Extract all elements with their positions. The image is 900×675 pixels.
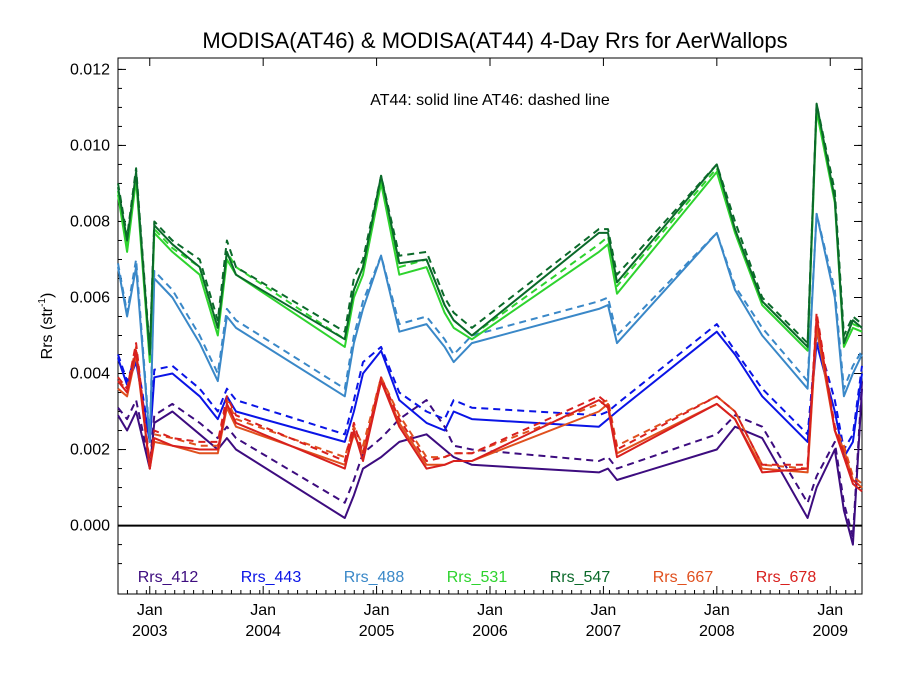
y-tick-label: 0.004: [70, 366, 110, 383]
chart-title: MODISA(AT46) & MODISA(AT44) 4-Day Rrs fo…: [202, 28, 787, 53]
y-tick-label: 0.002: [70, 442, 110, 459]
legend-entry: Rrs_443: [241, 569, 302, 586]
x-tick-label-year: 2007: [586, 623, 622, 640]
x-tick-label-year: 2005: [359, 623, 395, 640]
x-tick-label-year: 2003: [132, 623, 168, 640]
series-line-dashed-rrs_547: [117, 102, 863, 352]
plot-marks: 0.000 0.002 0.004 0.006 0.008 0.010 0.012 Jan 20…: [70, 58, 863, 640]
y-tick-label: 0.008: [70, 213, 110, 230]
legend-entry: Rrs_547: [550, 569, 611, 586]
x-tick-label-year: 2008: [699, 623, 735, 640]
x-tick-label-month: Jan: [817, 602, 843, 619]
series-line-solid-rrs_678: [117, 315, 863, 493]
x-tick-label-month: Jan: [137, 602, 163, 619]
x-tick-label-year: 2009: [812, 623, 848, 640]
x-tick-label-month: Jan: [250, 602, 276, 619]
x-tick-label-year: 2006: [472, 623, 508, 640]
y-tick-label: 0.012: [70, 61, 110, 78]
y-axis-label-close: ): [39, 293, 56, 298]
series-line-solid-rrs_531: [117, 110, 863, 364]
y-axis-label: Rrs (str-1): [37, 293, 56, 360]
legend-entry: Rrs_531: [447, 569, 508, 586]
x-tick-label-month: Jan: [591, 602, 617, 619]
series-line-dashed-rrs_443: [117, 323, 863, 451]
series-line-dashed-rrs_412: [117, 381, 863, 538]
x-tick-label-month: Jan: [364, 602, 390, 619]
x-tick-label-month: Jan: [704, 602, 730, 619]
x-tick-label-month: Jan: [477, 602, 503, 619]
series-line-solid-rrs_412: [117, 388, 863, 546]
series-line-solid-rrs_547: [117, 102, 863, 356]
legend-entry: Rrs_667: [653, 569, 714, 586]
legend-entry: Rrs_412: [138, 569, 199, 586]
series-line-dashed-rrs_678: [117, 311, 863, 489]
y-tick-label: 0.006: [70, 289, 110, 306]
series-line-solid-rrs_488: [117, 212, 863, 443]
legend-entry: Rrs_488: [344, 569, 405, 586]
y-axis-label-sup: -1: [37, 298, 48, 307]
x-tick-label-year: 2004: [245, 623, 281, 640]
legend-entry: Rrs_678: [756, 569, 817, 586]
y-axis-label-main: Rrs (str: [39, 306, 56, 359]
y-tick-label: 0.000: [70, 518, 110, 535]
series-line-solid-rrs_443: [117, 330, 863, 459]
line-style-note: AT44: solid line AT46: dashed line: [370, 92, 610, 109]
y-tick-label: 0.010: [70, 137, 110, 154]
